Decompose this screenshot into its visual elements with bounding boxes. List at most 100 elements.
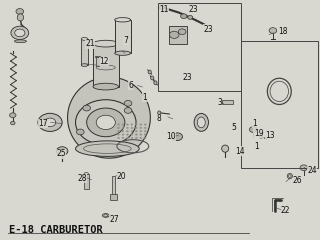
Text: 23: 23 bbox=[188, 5, 198, 13]
Bar bbox=[110, 194, 116, 200]
Bar bbox=[170, 26, 187, 44]
Bar bbox=[115, 20, 131, 53]
Circle shape bbox=[10, 113, 16, 118]
Bar bbox=[158, 3, 241, 91]
Circle shape bbox=[140, 137, 142, 139]
Ellipse shape bbox=[68, 77, 150, 158]
Circle shape bbox=[126, 127, 128, 129]
Circle shape bbox=[56, 147, 68, 155]
Bar bbox=[222, 100, 233, 104]
Circle shape bbox=[76, 129, 84, 135]
Circle shape bbox=[269, 28, 277, 33]
Ellipse shape bbox=[76, 141, 139, 156]
Circle shape bbox=[117, 127, 119, 129]
Circle shape bbox=[180, 14, 187, 18]
Circle shape bbox=[126, 134, 128, 135]
Circle shape bbox=[117, 134, 119, 135]
Circle shape bbox=[170, 31, 179, 38]
Text: 27: 27 bbox=[109, 215, 119, 223]
Circle shape bbox=[16, 9, 24, 14]
Ellipse shape bbox=[115, 51, 131, 55]
Circle shape bbox=[135, 127, 137, 129]
Bar bbox=[93, 44, 118, 87]
Ellipse shape bbox=[14, 40, 27, 43]
Ellipse shape bbox=[158, 111, 161, 115]
Text: 20: 20 bbox=[117, 172, 126, 180]
Text: 25: 25 bbox=[56, 149, 66, 158]
Bar bbox=[81, 39, 88, 65]
Circle shape bbox=[131, 137, 133, 139]
Circle shape bbox=[126, 137, 128, 139]
Circle shape bbox=[159, 6, 164, 9]
Circle shape bbox=[122, 131, 124, 132]
Circle shape bbox=[87, 108, 125, 137]
Circle shape bbox=[11, 26, 29, 40]
Circle shape bbox=[140, 131, 142, 132]
Ellipse shape bbox=[102, 214, 109, 217]
Ellipse shape bbox=[81, 64, 88, 66]
Circle shape bbox=[122, 124, 124, 125]
Circle shape bbox=[140, 127, 142, 129]
Circle shape bbox=[172, 133, 182, 141]
Circle shape bbox=[144, 134, 146, 135]
Text: 26: 26 bbox=[293, 176, 303, 185]
Ellipse shape bbox=[17, 14, 24, 21]
Text: 23: 23 bbox=[182, 72, 192, 82]
Circle shape bbox=[122, 137, 124, 139]
Text: 12: 12 bbox=[100, 57, 109, 66]
Circle shape bbox=[131, 131, 133, 132]
Circle shape bbox=[122, 134, 124, 135]
Text: 6: 6 bbox=[128, 81, 133, 90]
Ellipse shape bbox=[197, 117, 205, 128]
Text: 23: 23 bbox=[204, 25, 213, 34]
Circle shape bbox=[140, 134, 142, 135]
Circle shape bbox=[135, 124, 137, 125]
Circle shape bbox=[131, 124, 133, 125]
Circle shape bbox=[96, 115, 115, 130]
Text: 21: 21 bbox=[85, 39, 95, 48]
Ellipse shape bbox=[84, 173, 89, 175]
Text: 24: 24 bbox=[307, 166, 316, 175]
Circle shape bbox=[11, 121, 15, 125]
Circle shape bbox=[144, 124, 146, 125]
Circle shape bbox=[144, 131, 146, 132]
Circle shape bbox=[131, 127, 133, 129]
Text: 17: 17 bbox=[38, 119, 48, 128]
Ellipse shape bbox=[148, 70, 151, 74]
Circle shape bbox=[124, 100, 132, 106]
Circle shape bbox=[124, 108, 132, 113]
Circle shape bbox=[117, 131, 119, 132]
Circle shape bbox=[126, 131, 128, 132]
Circle shape bbox=[126, 124, 128, 125]
Text: 1: 1 bbox=[254, 142, 259, 151]
Circle shape bbox=[76, 100, 136, 145]
Circle shape bbox=[122, 127, 124, 129]
Text: 19: 19 bbox=[254, 129, 263, 138]
Circle shape bbox=[83, 105, 91, 111]
Text: 22: 22 bbox=[281, 206, 290, 215]
Circle shape bbox=[144, 127, 146, 129]
Text: 1: 1 bbox=[252, 119, 257, 128]
Ellipse shape bbox=[194, 114, 208, 131]
Text: E-18 CARBURETOR: E-18 CARBURETOR bbox=[9, 225, 102, 235]
Circle shape bbox=[117, 137, 119, 139]
Text: 8: 8 bbox=[157, 114, 162, 123]
Bar bbox=[241, 41, 317, 168]
Text: 3: 3 bbox=[217, 98, 222, 107]
Circle shape bbox=[188, 16, 193, 19]
Text: 10: 10 bbox=[166, 132, 176, 141]
Text: 18: 18 bbox=[278, 27, 287, 36]
Ellipse shape bbox=[154, 81, 157, 85]
Ellipse shape bbox=[289, 175, 291, 177]
Circle shape bbox=[15, 29, 25, 37]
Ellipse shape bbox=[260, 134, 263, 138]
Text: 11: 11 bbox=[159, 5, 169, 13]
Circle shape bbox=[135, 134, 137, 135]
Text: 1: 1 bbox=[142, 93, 147, 102]
Ellipse shape bbox=[115, 18, 131, 22]
Ellipse shape bbox=[104, 215, 108, 216]
Circle shape bbox=[249, 127, 257, 132]
Text: 5: 5 bbox=[232, 123, 236, 132]
Bar bbox=[111, 176, 115, 195]
Bar bbox=[95, 56, 100, 58]
